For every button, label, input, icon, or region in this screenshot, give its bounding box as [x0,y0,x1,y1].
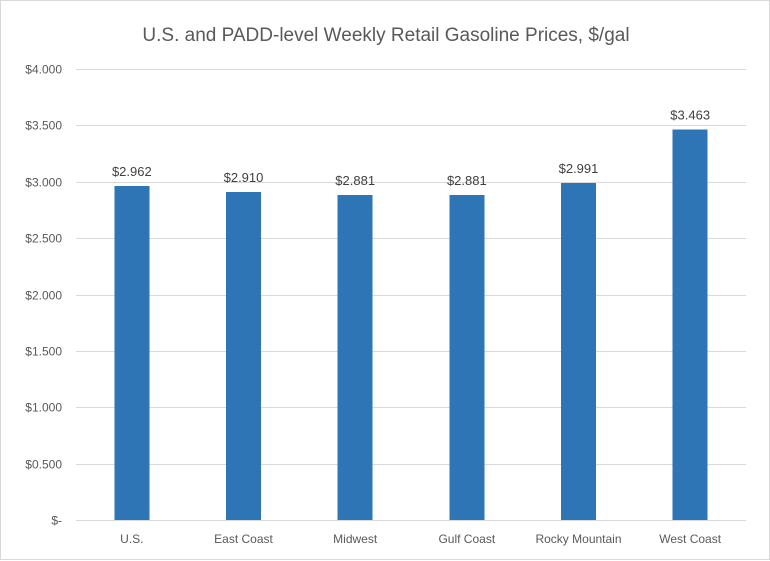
data-label: $2.991 [559,161,599,176]
bar-u-s [114,186,150,521]
x-tick-label: East Coast [214,532,273,546]
y-tick-label: $0.500 [25,458,62,472]
gridlines [76,69,746,521]
data-label: $2.881 [447,173,487,188]
data-label: $2.962 [112,164,152,179]
data-label: $2.881 [335,173,375,188]
data-labels: $2.962 $2.910 $2.881 $2.881 $2.991 $3.463 [112,108,710,189]
y-tick-label: $4.000 [25,63,62,77]
bars [114,129,708,521]
x-tick-label: Gulf Coast [438,532,495,546]
y-axis-tick-labels: $- $0.500 $1.000 $1.500 $2.000 $2.500 $3.000 $3… [25,63,62,528]
y-tick-label: $3.500 [25,119,62,133]
x-tick-label: Rocky Mountain [535,532,621,546]
y-tick-label: $1.500 [25,345,62,359]
x-tick-label: U.S. [120,532,143,546]
x-tick-label: Midwest [333,532,378,546]
bar-rocky-mountain [561,182,596,520]
y-tick-label: $2.500 [25,232,62,246]
data-label: $2.910 [224,170,264,185]
y-tick-label: $2.000 [25,289,62,303]
y-tick-label: $1.000 [25,401,62,415]
x-tick-label: West Coast [659,532,721,546]
bar-gulf-coast [449,195,485,521]
y-tick-label: $3.000 [25,176,62,190]
bar-midwest [337,195,373,521]
y-tick-label: $- [51,514,62,528]
data-label: $3.463 [670,108,710,123]
bar-east-coast [226,191,261,520]
bar-west-coast [672,129,708,520]
chart-title: U.S. and PADD-level Weekly Retail Gasoli… [142,25,629,46]
x-axis-tick-labels: U.S. East Coast Midwest Gulf Coast Rocky Mou… [120,532,722,546]
